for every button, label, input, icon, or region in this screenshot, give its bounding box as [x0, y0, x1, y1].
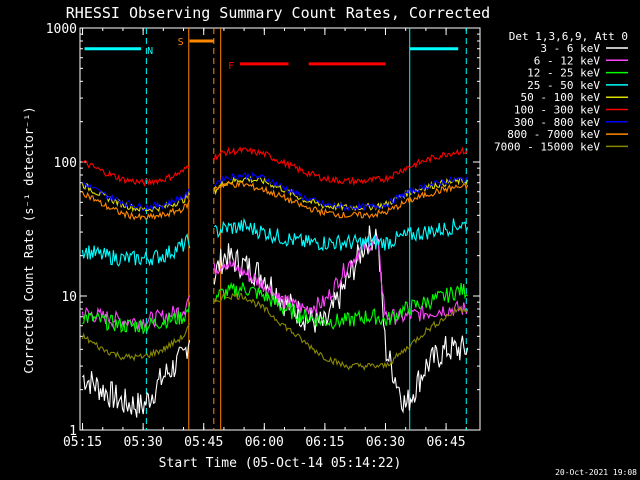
x-axis-label: Start Time (05-Oct-14 05:14:22): [159, 456, 402, 471]
plot-area: 1 10 100 1000 05:15 05:30 05:45 06:00 06:15 06:30…: [46, 22, 481, 450]
legend-title: Det 1,3,6,9, Att 0: [509, 30, 628, 43]
series-line: [213, 281, 468, 330]
series-line: [81, 232, 191, 267]
y-tick-label: 10: [61, 290, 77, 305]
legend-label: 6 - 12 keV: [534, 54, 601, 67]
series-line: [81, 340, 191, 418]
series-line: [213, 171, 469, 212]
series-line: [82, 182, 190, 212]
x-tick-label: 05:15: [63, 435, 102, 450]
legend-label: 50 - 100 keV: [521, 91, 601, 104]
series-line: [81, 323, 191, 362]
y-tick-label: 100: [54, 156, 77, 171]
x-tick-label: 05:30: [124, 435, 163, 450]
x-tick-label: 05:45: [184, 435, 223, 450]
legend-label: 25 - 50 keV: [527, 79, 600, 92]
chart-title: RHESSI Observing Summary Count Rates, Co…: [66, 4, 490, 22]
legend-label: 3 - 6 keV: [540, 42, 600, 55]
series-line: [82, 160, 191, 187]
plot-frame: [79, 27, 481, 431]
y-tick-label: 1000: [46, 22, 77, 37]
x-tick-label: 06:00: [245, 435, 284, 450]
y-axis-label: Corrected Count Rate (s⁻¹ detector⁻¹): [22, 106, 36, 373]
x-tick-label: 06:45: [427, 435, 466, 450]
legend-label: 800 - 7000 keV: [507, 128, 600, 141]
x-tick-label: 06:15: [305, 435, 344, 450]
legend-label: 12 - 25 keV: [527, 67, 600, 80]
footer-date: 20-Oct-2021 19:08: [555, 468, 637, 477]
interval-label: S: [178, 37, 184, 48]
series-line: [213, 146, 469, 187]
series-line: [213, 234, 469, 325]
series-line: [213, 217, 469, 252]
legend-label: 7000 - 15000 keV: [494, 140, 600, 153]
x-tick-label: 06:30: [366, 435, 405, 450]
interval-label: N: [147, 46, 153, 57]
legend-label: 100 - 300 keV: [514, 104, 600, 117]
series-line: [213, 179, 469, 219]
legend-label: 300 - 800 keV: [514, 116, 600, 129]
interval-label: F: [228, 61, 234, 72]
series-line: [81, 182, 191, 213]
series-line: [81, 191, 191, 221]
series-line: [213, 292, 468, 371]
series-line: [213, 225, 469, 414]
series-line: [82, 302, 191, 334]
y-tick-label: 1: [69, 424, 77, 439]
